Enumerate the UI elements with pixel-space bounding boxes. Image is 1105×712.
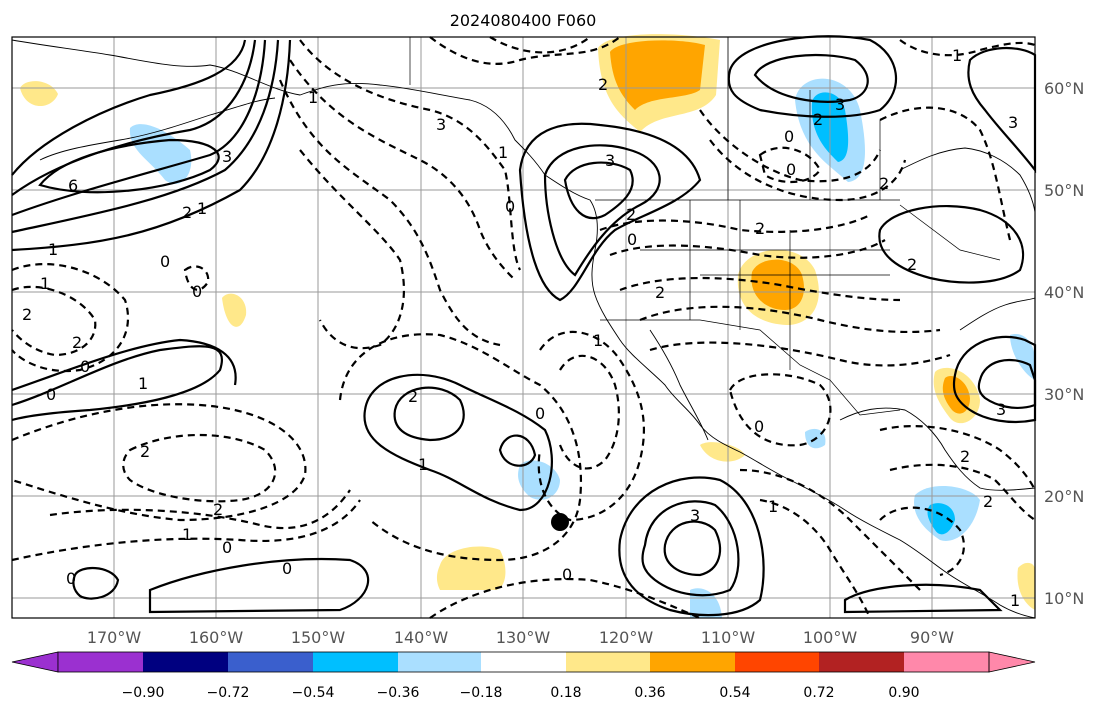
colorbar-tick-label: 0.90 <box>888 685 919 701</box>
contour-label: 2 <box>140 442 150 461</box>
contour-label: 0 <box>160 252 170 271</box>
contour-label: 1 <box>138 374 148 393</box>
colorbar-tick-label: 0.72 <box>803 685 834 701</box>
contour-label: 3 <box>835 95 845 114</box>
colorbar-tick-label: −0.36 <box>377 685 420 701</box>
contour-label: 6 <box>68 176 78 195</box>
contour-label: 0 <box>786 160 796 179</box>
contour-label: 0 <box>784 127 794 146</box>
colorbar-segment <box>904 652 989 672</box>
colorbar-segment <box>566 652 650 672</box>
lon-tick-label: 160°W <box>189 628 244 647</box>
contour-label: 3 <box>690 506 700 525</box>
colorbar-segment <box>143 652 228 672</box>
colorbar-segment <box>481 652 566 672</box>
contour-label: 2 <box>983 492 993 511</box>
contour-labels: 6 3 2 1 1 0 0 1 2 0 0 1 2 2 1 0 2 2 1 0 … <box>22 46 1020 610</box>
colorbar-segment <box>650 652 735 672</box>
contour-label: 1 <box>182 525 192 544</box>
lat-tick-label: 60°N <box>1044 79 1084 98</box>
contour-label: 0 <box>562 565 572 584</box>
contour-label: 0 <box>46 385 56 404</box>
contour-label: 1 <box>768 497 778 516</box>
dashed-contours <box>11 36 1036 620</box>
colorbar-tick-label: −0.18 <box>460 685 503 701</box>
colorbar-segment <box>58 652 143 672</box>
contour-label: 1 <box>197 199 207 218</box>
lon-tick-label: 130°W <box>496 628 551 647</box>
contour-label: 0 <box>505 197 515 216</box>
contour-label: 2 <box>960 447 970 466</box>
lon-tick-label: 110°W <box>701 628 756 647</box>
solid-contours <box>11 35 1037 617</box>
longitude-labels: 170°W 160°W 150°W 140°W 130°W 120°W 110°… <box>87 628 954 647</box>
contour-label: 3 <box>1008 113 1018 132</box>
contour-label: 3 <box>222 147 232 166</box>
colorbar-max-extend <box>988 651 1036 673</box>
colorbar-min-extend <box>11 651 59 673</box>
contour-label: 0 <box>192 282 202 301</box>
contour-label: 2 <box>626 205 636 224</box>
colorbar-tick-label: −0.72 <box>207 685 250 701</box>
lat-tick-label: 40°N <box>1044 283 1084 302</box>
contour-label: 0 <box>754 417 764 436</box>
contour-label: 1 <box>40 274 50 293</box>
colorbar-segment <box>228 652 313 672</box>
lon-tick-label: 140°W <box>394 628 449 647</box>
map-title: 2024080400 F060 <box>450 11 597 30</box>
colorbar-segment <box>819 652 904 672</box>
contour-label: 2 <box>879 174 889 193</box>
contour-label: 2 <box>907 255 917 274</box>
storm-center-marker <box>551 513 569 531</box>
colorbar-segment <box>735 652 819 672</box>
colorbar-tick-label: −0.90 <box>122 685 165 701</box>
contour-label: 1 <box>952 46 962 65</box>
contour-label: 2 <box>655 283 665 302</box>
colorbar-tick-label: 0.18 <box>550 685 581 701</box>
contour-label: 0 <box>66 569 76 588</box>
contour-label: 0 <box>80 357 90 376</box>
contour-label: 3 <box>605 151 615 170</box>
lon-tick-label: 150°W <box>291 628 346 647</box>
contour-label: 1 <box>498 143 508 162</box>
contour-label: 0 <box>627 230 637 249</box>
contour-label: 0 <box>222 538 232 557</box>
colorbar-segment <box>398 652 481 672</box>
contour-label: 2 <box>22 305 32 324</box>
contour-label: 2 <box>72 333 82 352</box>
contour-label: 0 <box>535 404 545 423</box>
map-panel: 6 3 2 1 1 0 0 1 2 0 0 1 2 2 1 0 2 2 1 0 … <box>11 34 1037 620</box>
colorbar-tick-label: 0.54 <box>719 685 750 701</box>
contour-label: 2 <box>213 500 223 519</box>
lon-tick-label: 90°W <box>910 628 954 647</box>
colorbar-segment <box>313 652 398 672</box>
contour-label: 1 <box>48 240 58 259</box>
contour-label: 3 <box>436 115 446 134</box>
contour-label: 2 <box>598 75 608 94</box>
contour-label: 2 <box>813 110 823 129</box>
lat-tick-label: 20°N <box>1044 487 1084 506</box>
contour-label: 0 <box>282 559 292 578</box>
contour-label: 1 <box>593 331 603 350</box>
colorbar-tick-label: 0.36 <box>634 685 665 701</box>
map-frame <box>11 36 1036 619</box>
contour-label: 3 <box>996 400 1006 419</box>
contour-label: 1 <box>308 88 318 107</box>
lon-tick-label: 170°W <box>87 628 142 647</box>
colorbar-tick-label: −0.54 <box>292 685 335 701</box>
lat-tick-label: 10°N <box>1044 589 1084 608</box>
colorbar: −0.90 −0.72 −0.54 −0.36 −0.18 0.18 0.36 … <box>11 651 1036 701</box>
lon-tick-label: 100°W <box>803 628 858 647</box>
latitude-labels: 60°N 50°N 40°N 30°N 20°N 10°N <box>1044 79 1084 608</box>
lon-tick-label: 120°W <box>599 628 654 647</box>
contour-label: 1 <box>1010 591 1020 610</box>
lat-tick-label: 50°N <box>1044 181 1084 200</box>
contour-label: 1 <box>418 455 428 474</box>
lat-tick-label: 30°N <box>1044 385 1084 404</box>
contour-label: 2 <box>755 219 765 238</box>
contour-label: 2 <box>408 387 418 406</box>
contour-label: 2 <box>182 203 192 222</box>
